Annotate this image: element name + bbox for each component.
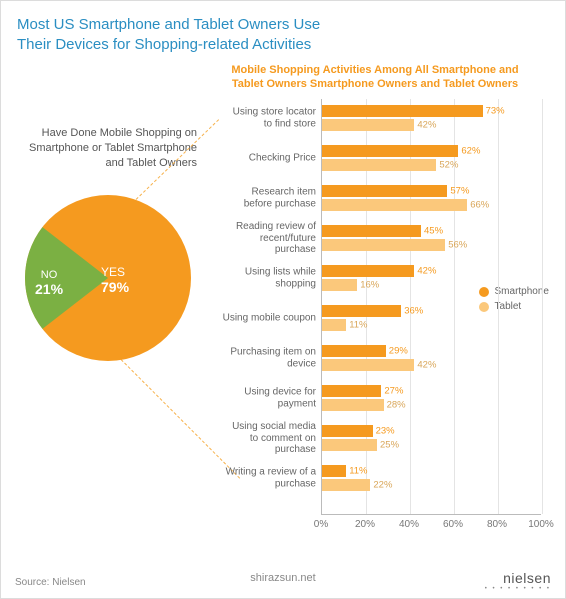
x-tick: 40% (399, 519, 419, 530)
bar-value: 42% (417, 360, 436, 371)
bar-value: 57% (450, 186, 469, 197)
bar-smartphone (322, 465, 346, 477)
pie-chart: NO 21% YES 79% (23, 193, 193, 363)
bar-row: Purchasing item on device29%42% (322, 345, 541, 371)
bar-tablet (322, 479, 370, 491)
pie-no-pct: 21% (35, 281, 63, 297)
bar-value: 11% (349, 320, 367, 331)
bar-value: 27% (384, 386, 403, 397)
pie-yes-word: YES (101, 265, 125, 279)
row-label: Writing a review of a purchase (222, 467, 316, 490)
x-tick: 60% (443, 519, 463, 530)
bar-smartphone (322, 345, 386, 357)
bar-value: 56% (448, 240, 467, 251)
bar-tablet (322, 159, 436, 171)
bar-tablet (322, 359, 414, 371)
bar-row: Writing a review of a purchase11%22% (322, 465, 541, 491)
x-tick: 0% (314, 519, 328, 530)
gridline (542, 99, 543, 514)
bar-row: Using device for payment27%28% (322, 385, 541, 411)
chart-subtitle: Mobile Shopping Activities Among All Sma… (225, 63, 525, 92)
bar-tablet (322, 239, 445, 251)
bar-tablet (322, 319, 346, 331)
row-label: Using social media to comment on purchas… (222, 421, 316, 456)
bar-row: Research item before purchase57%66% (322, 185, 541, 211)
footer-brand-dots: • • • • • • • • • (485, 586, 551, 592)
pie-yes-label: YES 79% (101, 265, 129, 295)
bar-chart: Using store locator to find store 73% 42% C… (225, 99, 547, 539)
bar-value: 16% (360, 280, 379, 291)
bar-tablet (322, 119, 414, 131)
bar-value: 25% (380, 440, 399, 451)
pie-no-word: NO (41, 269, 58, 281)
bar-value: 28% (387, 400, 406, 411)
bar-value: 42% (417, 120, 436, 131)
infographic: Most US Smartphone and Tablet Owners Use… (0, 0, 566, 599)
bar-row: Using store locator to find store73%42% (322, 105, 541, 131)
row-label: Using mobile coupon (222, 312, 316, 324)
row-label: Purchasing item on device (222, 347, 316, 370)
x-tick: 100% (528, 519, 554, 530)
bar-row: Using lists while shopping42%16% (322, 265, 541, 291)
bar-value: 23% (376, 426, 395, 437)
row-label: Checking Price (222, 152, 316, 164)
bar-smartphone (322, 425, 373, 437)
bar-row: Checking Price62%52% (322, 145, 541, 171)
title-line-2: Their Devices for Shopping-related Activ… (17, 36, 311, 53)
bar-value: 29% (389, 346, 408, 357)
footer-brand: nielsen (503, 570, 551, 586)
bar-row: Using mobile coupon36%11% (322, 305, 541, 331)
x-tick: 20% (355, 519, 375, 530)
bar-smartphone (322, 385, 381, 397)
bar-value: 42% (417, 266, 436, 277)
row-label: Using store locator to find store (222, 107, 316, 130)
row-label: Reading review of recent/future purchase (222, 221, 316, 256)
x-tick: 80% (487, 519, 507, 530)
row-label: Research item before purchase (222, 187, 316, 210)
bar-row: Reading review of recent/future purchase… (322, 225, 541, 251)
page-title: Most US Smartphone and Tablet Owners Use… (17, 15, 320, 56)
bar-value: 11% (349, 466, 367, 477)
bar-value: 45% (424, 226, 443, 237)
bar-tablet (322, 279, 357, 291)
bar-smartphone (322, 305, 401, 317)
bar-smartphone (322, 105, 483, 117)
bar-row: Using social media to comment on purchas… (322, 425, 541, 451)
title-line-1: Most US Smartphone and Tablet Owners Use (17, 16, 320, 33)
connector-bottom (121, 359, 241, 479)
bar-value: 73% (486, 106, 505, 117)
row-label: Using lists while shopping (222, 267, 316, 290)
plot-area: Using store locator to find store73%42%C… (321, 99, 541, 515)
bar-value: 36% (404, 306, 423, 317)
bar-smartphone (322, 145, 458, 157)
bar-smartphone (322, 225, 421, 237)
pie-no-label: NO 21% (35, 269, 63, 297)
bar-value: 62% (461, 146, 480, 157)
pie-yes-pct: 79% (101, 279, 129, 295)
bar-value: 22% (373, 480, 392, 491)
footer-watermark: shirazsun.net (1, 572, 565, 584)
bar-tablet (322, 399, 384, 411)
bar-value: 52% (439, 160, 458, 171)
pie-caption: Have Done Mobile Shopping on Smartphone … (17, 126, 197, 171)
bar-smartphone (322, 185, 447, 197)
bar-tablet (322, 439, 377, 451)
bar-value: 66% (470, 200, 489, 211)
bar-tablet (322, 199, 467, 211)
bar-smartphone (322, 265, 414, 277)
row-label: Using device for payment (222, 387, 316, 410)
